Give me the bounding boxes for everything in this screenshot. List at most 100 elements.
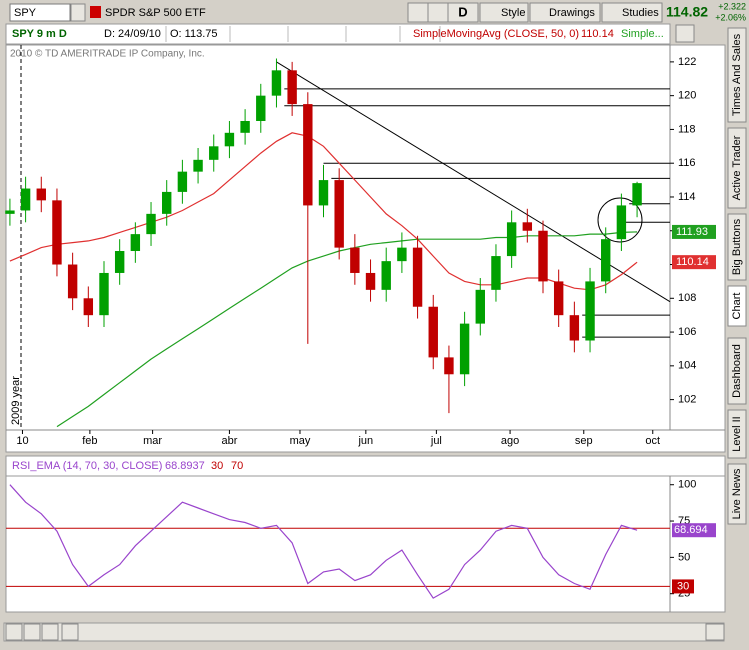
candle-body xyxy=(193,159,203,172)
candle-body xyxy=(585,281,595,341)
scrollbar[interactable] xyxy=(3,622,725,642)
candle-body xyxy=(5,210,15,214)
description: SPDR S&P 500 ETF xyxy=(105,7,206,19)
candle-body xyxy=(99,272,109,316)
candle-body xyxy=(303,104,313,206)
candle-body xyxy=(506,222,517,257)
button-label: D xyxy=(458,4,467,19)
watermark: 2010 © TD AMERITRADE IP Company, Inc. xyxy=(10,49,205,60)
candle-body xyxy=(67,264,78,299)
candle-body xyxy=(256,95,266,121)
side-tab-label: Big Buttons xyxy=(731,218,743,275)
candle-body xyxy=(522,222,533,231)
side-tab-label: Active Trader xyxy=(731,135,743,200)
x-tick-label: mar xyxy=(143,435,162,447)
tool-button[interactable] xyxy=(407,2,429,23)
side-tab-label: Times And Sales xyxy=(731,33,743,116)
nav-button[interactable] xyxy=(5,623,23,641)
value-box-label: 30 xyxy=(677,580,689,592)
rsi-value: 68.8937 xyxy=(165,460,205,472)
symbol-input[interactable] xyxy=(9,3,71,22)
button-label: Studies xyxy=(622,7,659,19)
candle-body xyxy=(20,188,31,211)
value-box-label: 68.694 xyxy=(674,524,708,536)
dropdown[interactable] xyxy=(70,3,86,22)
candle-body xyxy=(381,261,391,290)
moving-average xyxy=(9,132,638,291)
candle-body xyxy=(397,247,407,262)
nav-button[interactable] xyxy=(41,623,59,641)
tool-button[interactable] xyxy=(427,2,449,23)
side-tab[interactable] xyxy=(727,285,747,327)
change: +2.322 xyxy=(718,1,746,11)
header-bar xyxy=(5,23,671,45)
change-pct: +2.06% xyxy=(715,12,746,22)
nav-button[interactable] xyxy=(61,623,79,641)
zoom-button[interactable] xyxy=(23,623,41,641)
candle-body xyxy=(601,239,611,282)
candle-body xyxy=(318,180,329,206)
candle-body xyxy=(538,230,548,282)
candle-body xyxy=(632,183,642,206)
year-label: 2009 year xyxy=(10,376,22,425)
candle-body xyxy=(428,306,438,358)
candle-body xyxy=(240,120,250,133)
candle-body xyxy=(616,205,627,240)
candle-body xyxy=(162,191,172,214)
candle-body xyxy=(287,70,297,105)
candle-body xyxy=(114,251,125,273)
candle-body xyxy=(36,188,46,201)
x-tick-label: oct xyxy=(645,435,660,447)
side-tab-label: Dashboard xyxy=(731,344,743,398)
y-tick-label: 108 xyxy=(678,292,696,304)
candle-body xyxy=(271,70,282,96)
side-tab-label: Level II xyxy=(731,416,743,451)
button-label: Style xyxy=(501,7,525,19)
rsi-title: RSI_EMA (14, 70, 30, CLOSE) xyxy=(12,460,162,472)
side-tab[interactable] xyxy=(727,127,747,209)
y-tick-label: 102 xyxy=(678,394,696,406)
y-tick-label: 50 xyxy=(678,551,690,563)
candle-body xyxy=(365,272,376,290)
rsi-level: 70 xyxy=(231,460,243,472)
rsi-level: 30 xyxy=(211,460,223,472)
study2-label: Simple... xyxy=(621,28,664,40)
side-tab[interactable] xyxy=(727,463,747,525)
period-button[interactable] xyxy=(447,2,479,23)
side-tab[interactable] xyxy=(727,27,747,123)
studies-button[interactable] xyxy=(601,2,663,23)
candle-body xyxy=(491,256,501,290)
last-price: 114.82 xyxy=(666,4,708,20)
x-tick-label: feb xyxy=(82,435,97,447)
side-tab[interactable] xyxy=(727,337,747,405)
candle-body xyxy=(177,171,188,192)
candle-body xyxy=(209,146,219,160)
side-tab[interactable] xyxy=(727,213,747,281)
candle-body xyxy=(553,281,564,316)
value-box xyxy=(672,579,694,594)
rsi-line xyxy=(9,484,638,599)
value-box-label: 111.93 xyxy=(676,226,708,238)
rsi-panel xyxy=(5,475,726,613)
side-tab[interactable] xyxy=(727,409,747,459)
button-label: Drawings xyxy=(549,7,595,19)
x-tick-label: may xyxy=(290,435,311,447)
y-tick-label: 122 xyxy=(678,56,696,68)
candle-body xyxy=(146,213,156,235)
side-tab-label: Live News xyxy=(731,468,743,519)
value-box xyxy=(672,224,716,239)
y-tick-label: 114 xyxy=(678,191,696,203)
x-tick-label: jun xyxy=(357,435,373,447)
value-box xyxy=(672,255,716,270)
y-tick-label: 104 xyxy=(678,360,696,372)
style-button[interactable] xyxy=(479,2,529,23)
expand-button[interactable] xyxy=(705,623,725,641)
drawings-button[interactable] xyxy=(529,2,601,23)
study-value: 110.14 xyxy=(581,28,614,40)
candle-body xyxy=(569,315,580,341)
study-label: SimpleMovingAvg (CLOSE, 50, 0) xyxy=(413,28,579,40)
header-field: D: 24/09/10 xyxy=(104,28,161,40)
settings-button[interactable] xyxy=(675,24,695,43)
